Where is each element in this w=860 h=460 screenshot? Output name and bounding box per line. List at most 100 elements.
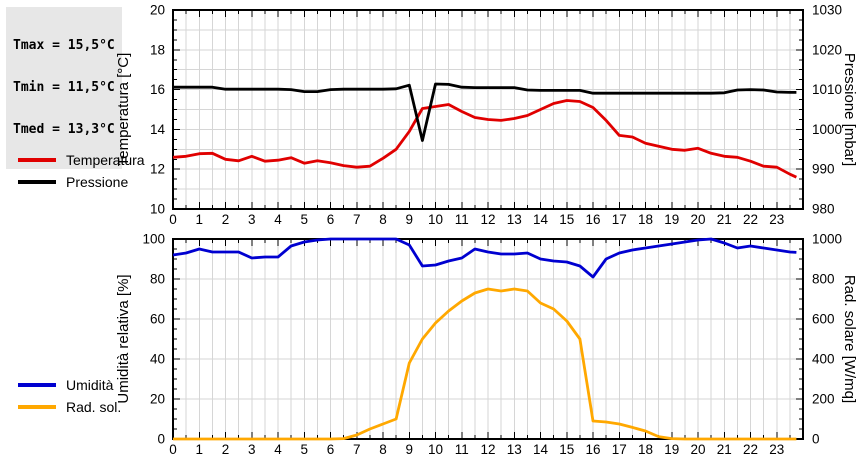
temperature-stats-box: Tmax = 15,5°C Tmin = 11,5°C Tmed = 13,3°… (6, 7, 122, 169)
svg-text:3: 3 (248, 442, 256, 457)
right-axis-title: Pressione [mbar] (841, 53, 858, 166)
svg-text:5: 5 (300, 212, 308, 227)
svg-text:22: 22 (743, 212, 758, 227)
humidity-line (172, 237, 797, 279)
svg-text:2: 2 (222, 212, 230, 227)
temperature-line-swatch (18, 158, 56, 162)
top-chart-legend: Temperatura Pressione (18, 149, 145, 193)
svg-text:0: 0 (157, 432, 165, 447)
svg-text:4: 4 (274, 212, 282, 227)
svg-text:10: 10 (150, 202, 165, 217)
svg-text:1000: 1000 (812, 122, 842, 137)
radiation-line-swatch (18, 405, 56, 409)
svg-text:18: 18 (638, 212, 653, 227)
legend-label-umidita: Umidità (66, 377, 114, 393)
gridlines (173, 239, 803, 439)
svg-text:20: 20 (150, 3, 165, 18)
svg-text:13: 13 (507, 442, 522, 457)
svg-text:400: 400 (812, 352, 835, 367)
svg-text:2: 2 (222, 442, 230, 457)
legend-label-temperatura: Temperatura (66, 152, 145, 168)
svg-text:100: 100 (142, 232, 165, 247)
left-tick-labels: 10 12 14 16 18 20 (150, 3, 166, 217)
legend-item-umidita: Umidità (18, 374, 121, 396)
right-tick-labels: 980 990 1000 1010 1020 1030 (812, 3, 842, 217)
svg-text:18: 18 (638, 442, 653, 457)
svg-text:60: 60 (150, 312, 165, 327)
svg-text:3: 3 (248, 212, 256, 227)
svg-text:5: 5 (300, 442, 308, 457)
tmed-value: Tmed = 13,3°C (13, 122, 115, 137)
svg-text:7: 7 (353, 442, 361, 457)
svg-text:11: 11 (455, 212, 469, 227)
svg-text:14: 14 (533, 442, 549, 457)
tmax-value: Tmax = 15,5°C (13, 38, 115, 53)
plot-frame (172, 238, 804, 440)
svg-text:21: 21 (717, 442, 732, 457)
svg-text:17: 17 (612, 212, 627, 227)
svg-text:15: 15 (559, 442, 574, 457)
svg-text:12: 12 (480, 212, 495, 227)
pressure-line (173, 82, 797, 142)
left-tick-labels: 0 20 40 60 80 100 (142, 232, 165, 447)
svg-text:600: 600 (812, 312, 835, 327)
svg-text:14: 14 (533, 212, 549, 227)
svg-text:0: 0 (812, 432, 820, 447)
svg-text:1000: 1000 (812, 232, 842, 247)
svg-text:21: 21 (717, 212, 732, 227)
right-axis-title: Rad. solare [W/mq] (841, 275, 858, 403)
svg-text:16: 16 (585, 212, 600, 227)
svg-text:9: 9 (405, 442, 413, 457)
svg-text:15: 15 (559, 212, 574, 227)
svg-text:6: 6 (327, 442, 335, 457)
left-axis-title: Umidità relativa [%] (115, 274, 132, 403)
svg-text:23: 23 (769, 442, 784, 457)
svg-text:0: 0 (169, 442, 177, 457)
svg-text:9: 9 (405, 212, 413, 227)
svg-text:40: 40 (150, 352, 165, 367)
svg-text:19: 19 (664, 212, 679, 227)
gridlines (173, 10, 803, 209)
legend-item-pressione: Pressione (18, 171, 145, 193)
right-tick-labels: 0 200 400 600 800 1000 (812, 232, 842, 447)
svg-text:0: 0 (169, 212, 177, 227)
legend-item-temperatura: Temperatura (18, 149, 145, 171)
svg-text:80: 80 (150, 272, 165, 287)
svg-text:980: 980 (812, 202, 835, 217)
x-tick-labels: 0 1 2 3 4 5 6 7 8 9 10 11 12 13 14 15 16 17 18 19 20 21 22 23 (169, 442, 784, 457)
svg-text:1030: 1030 (812, 3, 842, 18)
svg-text:200: 200 (812, 392, 835, 407)
svg-text:10: 10 (428, 212, 443, 227)
temperature-line (172, 99, 797, 179)
svg-text:1: 1 (195, 442, 203, 457)
svg-text:16: 16 (585, 442, 600, 457)
svg-text:800: 800 (812, 272, 835, 287)
svg-text:1020: 1020 (812, 42, 842, 57)
radiation-line (173, 287, 797, 441)
humidity-radiation-chart: 0 1 2 3 4 5 6 7 8 9 10 11 12 13 14 15 16 17 18 19 20 21 22 2302… (115, 232, 858, 458)
bottom-chart-legend: Umidità Rad. sol. (18, 374, 121, 418)
temperature-pressure-chart: 0 1 2 3 4 5 6 7 8 9 10 11 12 13 14 15 16 17 18 19 20 21 22 2310… (115, 3, 858, 228)
svg-text:1010: 1010 (812, 82, 842, 97)
svg-text:12: 12 (150, 162, 165, 177)
svg-text:4: 4 (274, 442, 282, 457)
svg-text:1: 1 (195, 212, 203, 227)
svg-text:19: 19 (664, 442, 679, 457)
svg-text:20: 20 (690, 212, 705, 227)
legend-item-rad-sol: Rad. sol. (18, 396, 121, 418)
svg-text:12: 12 (480, 442, 495, 457)
legend-label-pressione: Pressione (66, 174, 129, 190)
svg-text:14: 14 (150, 122, 166, 137)
svg-text:18: 18 (150, 42, 165, 57)
svg-text:6: 6 (327, 212, 335, 227)
svg-text:7: 7 (353, 212, 361, 227)
tmin-value: Tmin = 11,5°C (13, 80, 115, 95)
svg-text:990: 990 (812, 162, 835, 177)
svg-text:20: 20 (150, 392, 165, 407)
svg-text:11: 11 (455, 442, 469, 457)
svg-text:23: 23 (769, 212, 784, 227)
left-axis-title: Temperatura [°C] (115, 53, 132, 167)
legend-label-rad-sol: Rad. sol. (66, 399, 122, 415)
x-tick-labels: 0 1 2 3 4 5 6 7 8 9 10 11 12 13 14 15 16 17 18 19 20 21 22 23 (169, 212, 784, 227)
